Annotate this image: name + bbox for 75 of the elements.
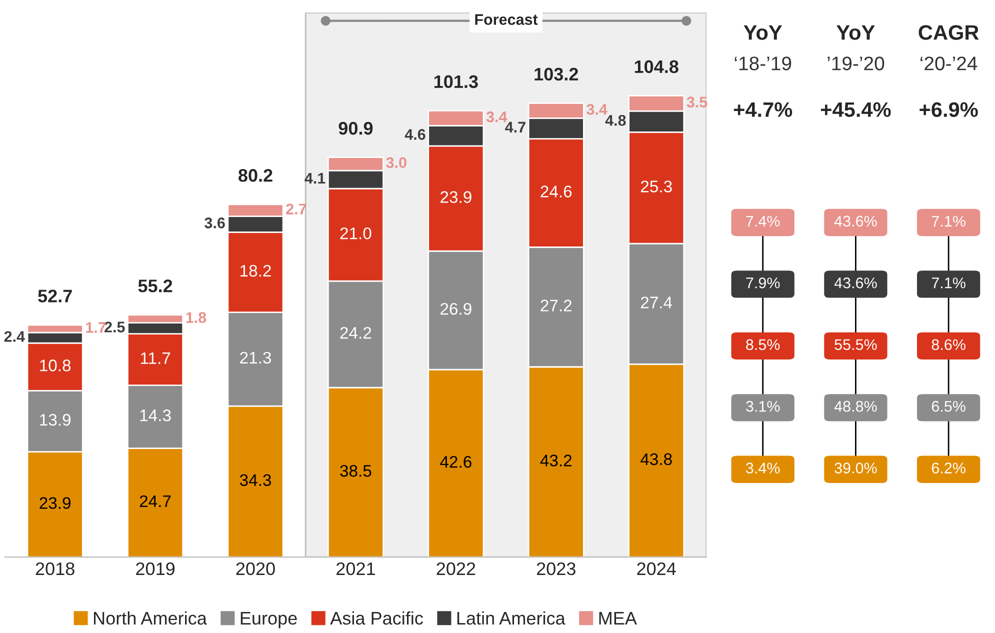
category-label: YoY ’19-’20 [828,25,884,70]
data-label: 48.8% [834,400,877,412]
data-label: 4.6 [404,129,426,140]
data-label: 8.5% [746,339,780,350]
data-label: 24.2 [340,326,372,339]
data-label: 3.4 [586,104,608,115]
data-label: 27.4 [640,296,672,308]
data-label: 3.0 [386,157,406,168]
data-label: 1.7 [86,322,106,333]
total-label: 103.2 [534,68,578,81]
data-label: 4.1 [304,173,326,184]
data-label: 3.4% [746,462,780,474]
data-label: 24.7 [140,495,171,507]
data-label: 6.2% [932,462,966,474]
legend-label: Latin America [457,611,566,625]
data-label: 14.3 [140,410,171,422]
data-label: 21.3 [240,352,271,364]
data-label: 2.4 [4,331,25,342]
data-label: 34.3 [240,474,271,486]
data-label: 18.2 [240,264,271,277]
text: +45.4% [820,102,891,117]
data-label: 7.9% [746,278,780,288]
data-label: 23.9 [440,191,472,203]
data-label: 3.1% [746,400,780,412]
data-label: 13.9 [40,414,71,426]
data-label: 55.5% [834,339,877,350]
x-tick-label: 2022 [436,562,476,576]
x-tick-label: 2020 [236,562,275,576]
data-label: 2.5 [104,322,125,332]
data-label: 27.2 [540,300,572,312]
x-tick-label: 2021 [336,562,375,576]
data-label: 43.6% [834,278,877,288]
data-label: 3.4 [486,111,508,122]
data-label: 8.6% [932,339,966,350]
legend-label: Asia Pacific [330,611,423,625]
data-label: 43.8 [640,453,672,466]
total-label: 55.2 [138,280,172,292]
x-tick-label: 2024 [637,562,676,576]
data-label: 3.5 [686,96,708,108]
text: +6.9% [920,102,978,117]
data-label: 7.1% [932,216,966,227]
data-label: 11.7 [140,352,170,364]
data-label: 24.6 [540,186,572,198]
data-label: 43.6% [834,216,877,227]
legend-label: North America [94,611,207,625]
text: +4.7% [734,102,792,117]
data-label: 7.4% [746,216,780,227]
data-label: 1.8 [186,312,206,323]
data-label: 43.2 [540,454,572,466]
data-label: 25.3 [640,180,672,192]
data-label: 6.5% [932,400,966,412]
data-label: 23.9 [40,497,71,509]
total-label: 101.3 [434,75,478,88]
x-tick-label: 2023 [536,562,576,576]
data-label: 4.8 [605,114,626,126]
legend-label: MEA [599,612,637,624]
data-label: 10.8 [40,360,71,372]
total-label: 52.7 [38,290,72,302]
data-label: 39.0% [834,462,877,474]
total-label: 104.8 [634,60,678,74]
data-label: 21.0 [340,227,372,240]
data-label: 7.1% [932,278,966,288]
data-label: 3.6 [204,218,225,228]
x-tick-label: 2019 [136,562,175,576]
legend-label: Europe [240,612,297,628]
data-label: 42.6 [440,456,472,468]
data-label: 4.7 [505,122,526,132]
total-label: 80.2 [238,169,272,182]
band-label: Forecast [475,14,538,25]
x-tick-label: 2018 [36,562,74,576]
category-label: CAGR ‘20-’24 [918,25,979,70]
total-label: 90.9 [338,122,373,135]
data-label: 38.5 [340,464,372,477]
category-label: YoY ‘18-’19 [734,25,792,70]
data-label: 26.9 [440,302,472,315]
